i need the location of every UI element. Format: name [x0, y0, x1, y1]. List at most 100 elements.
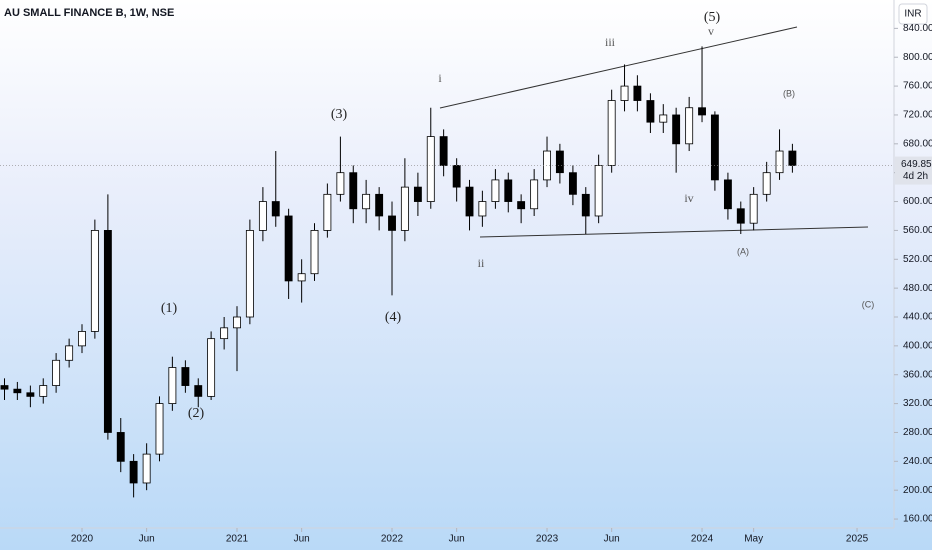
candle-body [659, 114, 668, 123]
trend-line [479, 226, 869, 238]
candle-body [297, 273, 306, 282]
candle-body [568, 172, 577, 195]
wave-label: (5) [704, 10, 721, 25]
candle-body [65, 345, 74, 361]
x-tick-label: 2024 [691, 534, 714, 545]
countdown-label: 4d 2h [903, 171, 928, 182]
y-tick-label: 480.00 [903, 283, 932, 294]
currency-box[interactable] [898, 3, 928, 25]
y-tick-label: 320.00 [903, 398, 932, 409]
candle-body [362, 193, 371, 210]
wave-label: (4) [385, 310, 402, 325]
x-tick-label: 2022 [381, 534, 404, 545]
x-tick-label: 2025 [846, 534, 869, 545]
candle-body [555, 150, 564, 174]
y-tick-label: 240.00 [903, 456, 932, 467]
y-axis-label: INR [904, 9, 921, 20]
candle-body [181, 367, 190, 386]
candle-body [116, 432, 125, 462]
candle-body [168, 367, 177, 404]
candle-body [504, 179, 513, 202]
candle-body [13, 388, 22, 394]
candle-body [633, 85, 642, 101]
candle-body [0, 385, 9, 390]
candle-body [749, 193, 758, 224]
candle-body [762, 172, 771, 195]
candle-body [271, 201, 280, 217]
candle-body [310, 230, 319, 275]
y-tick-label: 520.00 [903, 254, 932, 265]
y-tick-label: 760.00 [903, 81, 932, 92]
candle-body [245, 230, 254, 318]
candle-body [336, 172, 345, 195]
wave-label: i [438, 71, 442, 85]
candle-body [723, 179, 732, 210]
candle-body [517, 201, 526, 210]
candle-body [155, 403, 164, 455]
x-tick-label: 2023 [536, 534, 559, 545]
wave-label: (C) [862, 299, 875, 309]
candle-body [258, 201, 267, 231]
wave-label: v [708, 24, 714, 38]
wave-label: (3) [331, 107, 348, 122]
candle-body [388, 215, 396, 231]
candle-body [620, 85, 629, 101]
wave-label: (B) [783, 88, 795, 98]
candle-body [607, 100, 616, 166]
candle-body [323, 193, 332, 231]
candle-body [426, 136, 435, 202]
candle-body [530, 179, 539, 210]
x-tick-label: May [744, 534, 763, 545]
y-tick-label: 280.00 [903, 427, 932, 438]
candle-body [194, 385, 203, 397]
candle-body [207, 338, 216, 397]
x-tick-label: 2021 [226, 534, 249, 545]
candle-body [349, 172, 358, 210]
y-tick-label: 720.00 [903, 110, 932, 121]
x-tick-label: Jun [139, 534, 155, 545]
candle-body [284, 215, 293, 282]
candle-body [142, 453, 151, 484]
x-tick-label: 2020 [71, 534, 94, 545]
wave-label: iii [605, 35, 616, 49]
last-price-label: 649.85 [901, 159, 932, 170]
candle-body [439, 136, 448, 166]
trend-line [439, 26, 798, 109]
y-tick-label: 400.00 [903, 341, 932, 352]
candle-body [594, 165, 603, 217]
x-tick-label: Jun [604, 534, 620, 545]
candle-body [400, 186, 409, 231]
candle-body [710, 114, 719, 181]
candle-body [465, 186, 474, 217]
candle-body [78, 331, 86, 347]
candle-body [103, 230, 112, 433]
x-tick-label: Jun [294, 534, 310, 545]
chart-title: AU SMALL FINANCE B, 1W, NSE [4, 7, 174, 19]
y-tick-label: 560.00 [903, 225, 932, 236]
candle-body [581, 193, 590, 217]
candle-body [672, 114, 681, 145]
wave-label: (A) [737, 246, 749, 256]
candle-body [375, 193, 384, 217]
wave-label: (2) [188, 406, 205, 421]
candle-body [685, 107, 694, 145]
candle-body [129, 460, 138, 484]
y-tick-label: 160.00 [903, 514, 932, 525]
y-tick-label: 200.00 [903, 485, 932, 496]
x-tick-label: Jun [449, 534, 465, 545]
y-tick-label: 600.00 [903, 196, 932, 207]
candles [0, 46, 797, 498]
last-price-tag [895, 156, 932, 185]
y-tick-label: 360.00 [903, 369, 932, 380]
wave-label: ii [478, 256, 485, 270]
candle-body [698, 107, 706, 116]
candle-body [90, 230, 99, 332]
candle-body [26, 392, 35, 397]
wave-label: iv [684, 191, 693, 205]
y-tick-label: 440.00 [903, 312, 932, 323]
candle-body [452, 165, 461, 188]
candle-body [478, 201, 487, 217]
candle-body [736, 208, 745, 224]
